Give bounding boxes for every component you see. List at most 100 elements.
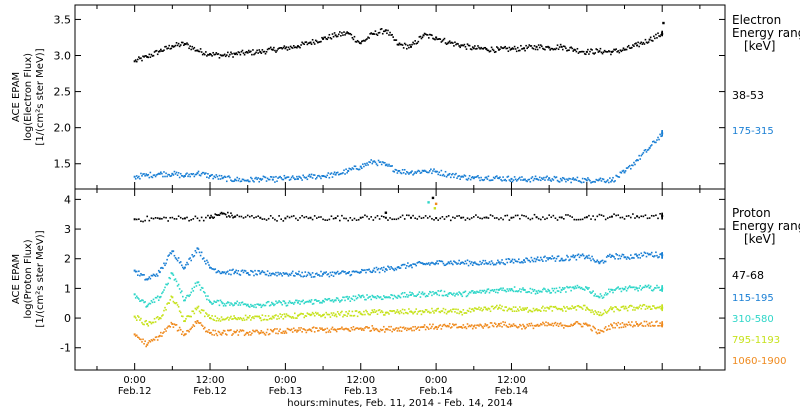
data-point-dense <box>452 323 454 325</box>
data-point-dense <box>198 284 201 286</box>
data-point-dense <box>660 289 662 291</box>
data-point-dense <box>288 179 291 181</box>
data-point-dense <box>632 325 634 328</box>
data-point-dense <box>337 313 340 315</box>
data-point-dense <box>468 44 471 47</box>
data-point-dense <box>208 329 210 331</box>
data-point-dense <box>210 174 212 177</box>
data-point-dense <box>521 214 523 217</box>
data-point-dense <box>253 317 255 320</box>
data-point <box>435 262 438 265</box>
data-point-dense <box>401 308 404 311</box>
data-point <box>171 172 174 175</box>
data-point-dense <box>308 299 311 302</box>
data-point-dense <box>643 286 646 289</box>
data-point-dense <box>345 168 347 171</box>
data-point-dense <box>304 271 307 273</box>
data-point-dense <box>500 261 502 264</box>
data-point-dense <box>604 326 607 328</box>
data-point-dense <box>588 308 590 311</box>
data-point-dense <box>235 52 237 54</box>
data-point-dense <box>479 309 481 311</box>
data-point-dense <box>403 218 406 220</box>
data-point-dense <box>596 48 599 51</box>
data-point-dense <box>408 294 410 297</box>
data-point <box>535 324 538 327</box>
data-point-dense <box>537 44 540 46</box>
data-point-dense <box>489 310 492 313</box>
data-point-dense <box>414 325 416 328</box>
data-point-dense <box>618 254 621 257</box>
data-point-dense <box>462 176 465 178</box>
data-point-dense <box>233 304 235 306</box>
data-point-dense <box>533 288 536 291</box>
data-point-dense <box>661 212 663 215</box>
data-point-dense <box>660 253 662 255</box>
data-point-dense <box>632 213 634 215</box>
data-point-dense <box>154 175 157 178</box>
data-point-dense <box>458 215 460 217</box>
data-point-dense <box>394 168 397 171</box>
data-point-dense <box>407 262 409 264</box>
data-point-dense <box>399 216 402 218</box>
data-point-dense <box>162 175 164 178</box>
data-point-dense <box>261 331 264 334</box>
data-point-dense <box>569 215 571 217</box>
data-point-dense <box>374 311 377 313</box>
data-point-dense <box>526 180 528 183</box>
data-point-dense <box>446 311 449 313</box>
data-point-dense <box>430 262 432 265</box>
data-point-dense <box>471 46 474 48</box>
data-point-dense <box>647 325 650 327</box>
data-point-dense <box>151 301 154 304</box>
data-point-dense <box>493 51 496 54</box>
data-point-dense <box>147 324 150 327</box>
data-point-dense <box>179 216 182 219</box>
data-point-dense <box>557 290 560 292</box>
data-point-dense <box>199 289 202 291</box>
data-point-dense <box>329 271 332 274</box>
data-point-dense <box>616 254 618 256</box>
data-point <box>146 323 149 326</box>
data-point-dense <box>647 284 650 287</box>
data-point <box>548 177 551 180</box>
data-point-dense <box>358 327 361 330</box>
data-point-dense <box>566 306 568 308</box>
data-point-dense <box>388 163 390 166</box>
data-point-dense <box>401 214 404 217</box>
data-point-dense <box>220 316 223 318</box>
data-point-dense <box>287 176 290 178</box>
data-point-dense <box>661 289 663 292</box>
data-point-dense <box>575 309 578 311</box>
data-point-dense <box>215 174 218 176</box>
data-point-dense <box>549 179 552 181</box>
data-point-dense <box>387 328 389 331</box>
data-point-dense <box>613 213 615 215</box>
data-point-dense <box>593 294 595 297</box>
data-point-dense <box>550 305 553 308</box>
data-point-dense <box>145 345 147 348</box>
data-point-dense <box>549 323 552 326</box>
data-point <box>133 218 136 221</box>
data-point-dense <box>340 34 342 37</box>
electron-legend-title-2: Energy ranges <box>732 26 800 40</box>
data-point <box>334 299 337 302</box>
data-point-dense <box>220 54 223 57</box>
data-point-dense <box>224 318 227 320</box>
data-point-dense <box>617 321 620 324</box>
data-point-dense <box>333 299 336 302</box>
proton-ylabel-line-1: ACE EPAM <box>11 254 22 304</box>
data-point-dense <box>633 45 635 47</box>
data-point-dense <box>266 177 269 180</box>
data-point-dense <box>348 33 351 35</box>
data-point-dense <box>635 307 637 309</box>
data-point-dense <box>315 327 318 329</box>
data-point-dense <box>609 328 611 331</box>
data-point-dense <box>583 216 586 219</box>
data-point <box>246 51 249 54</box>
data-point-dense <box>565 325 567 327</box>
data-point-dense <box>251 177 253 180</box>
data-point-dense <box>167 220 169 222</box>
data-point <box>636 287 639 290</box>
data-point-dense <box>168 302 171 304</box>
